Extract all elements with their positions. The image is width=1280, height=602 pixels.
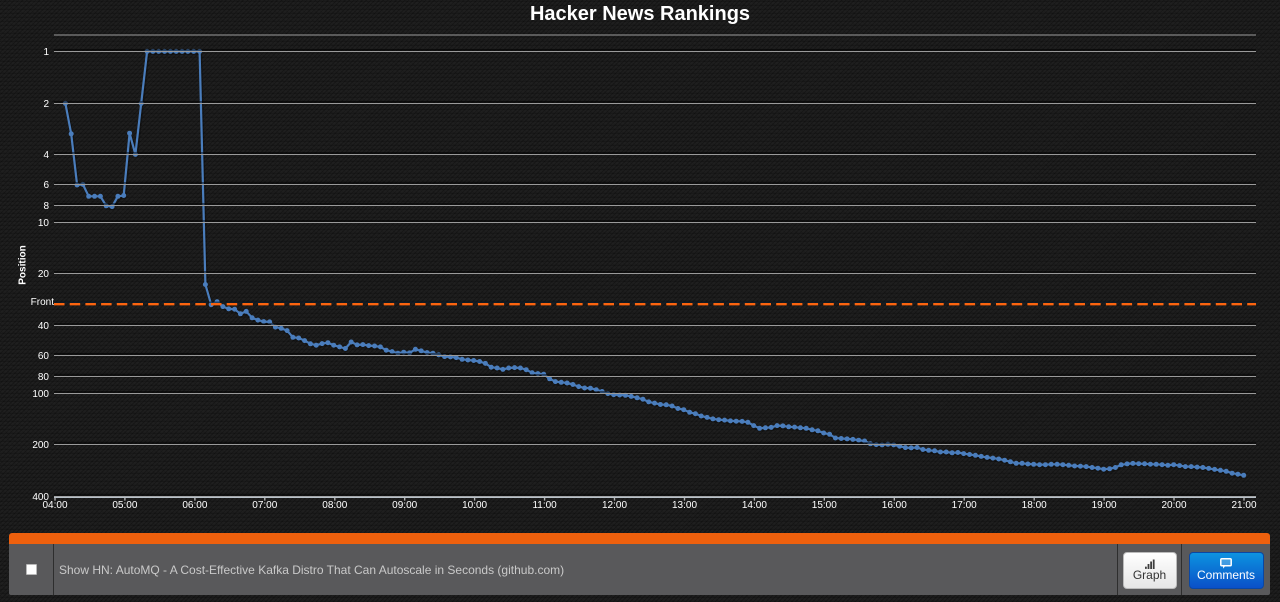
- svg-text:80: 80: [38, 372, 50, 383]
- svg-text:06:00: 06:00: [182, 500, 207, 511]
- svg-text:14:00: 14:00: [742, 500, 767, 511]
- svg-text:8: 8: [43, 201, 49, 212]
- svg-text:07:00: 07:00: [252, 500, 277, 511]
- svg-text:17:00: 17:00: [952, 500, 977, 511]
- svg-text:6: 6: [43, 180, 49, 191]
- svg-text:11:00: 11:00: [532, 500, 557, 511]
- svg-text:08:00: 08:00: [322, 500, 347, 511]
- svg-text:1: 1: [43, 47, 49, 58]
- svg-text:04:00: 04:00: [42, 500, 67, 511]
- svg-text:60: 60: [38, 351, 50, 362]
- svg-text:13:00: 13:00: [672, 500, 697, 511]
- svg-text:18:00: 18:00: [1022, 500, 1047, 511]
- svg-text:19:00: 19:00: [1092, 500, 1117, 511]
- svg-text:15:00: 15:00: [812, 500, 837, 511]
- svg-text:2: 2: [43, 99, 49, 110]
- svg-text:10:00: 10:00: [462, 500, 487, 511]
- svg-text:12:00: 12:00: [602, 500, 627, 511]
- svg-text:100: 100: [32, 389, 49, 400]
- svg-text:09:00: 09:00: [392, 500, 417, 511]
- svg-text:20: 20: [38, 269, 50, 280]
- svg-text:4: 4: [43, 150, 49, 161]
- svg-text:40: 40: [38, 321, 50, 332]
- svg-text:Position: Position: [18, 245, 29, 284]
- svg-text:200: 200: [32, 440, 49, 451]
- svg-text:400: 400: [32, 492, 49, 503]
- svg-text:20:00: 20:00: [1161, 500, 1186, 511]
- svg-text:05:00: 05:00: [112, 500, 137, 511]
- svg-text:16:00: 16:00: [882, 500, 907, 511]
- svg-text:Front: Front: [31, 297, 55, 308]
- svg-text:Hacker News Rankings: Hacker News Rankings: [530, 3, 750, 25]
- svg-text:21:00: 21:00: [1231, 500, 1256, 511]
- svg-text:10: 10: [38, 218, 50, 229]
